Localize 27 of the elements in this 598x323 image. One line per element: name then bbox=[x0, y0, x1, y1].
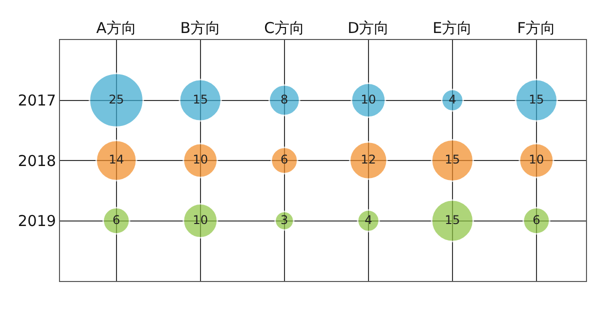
data-label: 4 bbox=[448, 92, 456, 106]
data-label: 10 bbox=[192, 152, 208, 166]
x-tick-label: B方向 bbox=[180, 19, 221, 37]
data-label: 15 bbox=[528, 92, 544, 106]
data-label: 6 bbox=[280, 152, 288, 166]
x-tick-label: F方向 bbox=[517, 19, 556, 37]
data-label: 10 bbox=[528, 152, 544, 166]
data-label: 6 bbox=[532, 212, 540, 227]
y-tick-label: 2019 bbox=[18, 212, 56, 230]
data-label: 8 bbox=[280, 92, 288, 106]
data-label: 4 bbox=[364, 212, 372, 227]
data-label: 25 bbox=[108, 92, 124, 106]
data-label: 10 bbox=[192, 212, 208, 227]
data-label: 6 bbox=[112, 212, 120, 227]
data-label: 15 bbox=[192, 92, 208, 106]
data-label: 12 bbox=[360, 152, 376, 166]
data-label: 3 bbox=[280, 212, 288, 227]
y-tick-label: 2018 bbox=[18, 152, 56, 170]
x-tick-label: A方向 bbox=[96, 19, 136, 37]
x-tick-label: E方向 bbox=[432, 19, 472, 37]
data-label: 15 bbox=[444, 212, 460, 227]
data-label: 14 bbox=[108, 152, 124, 166]
data-label: 15 bbox=[444, 152, 460, 166]
y-tick-label: 2017 bbox=[18, 92, 56, 110]
x-tick-label: C方向 bbox=[264, 19, 305, 37]
data-label: 10 bbox=[360, 92, 376, 106]
x-tick-label: D方向 bbox=[348, 19, 390, 37]
